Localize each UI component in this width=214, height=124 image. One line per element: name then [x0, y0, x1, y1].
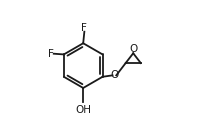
- Text: F: F: [48, 49, 54, 59]
- Text: O: O: [110, 70, 119, 80]
- Text: OH: OH: [75, 105, 91, 115]
- Text: F: F: [81, 23, 87, 33]
- Text: O: O: [129, 44, 137, 54]
